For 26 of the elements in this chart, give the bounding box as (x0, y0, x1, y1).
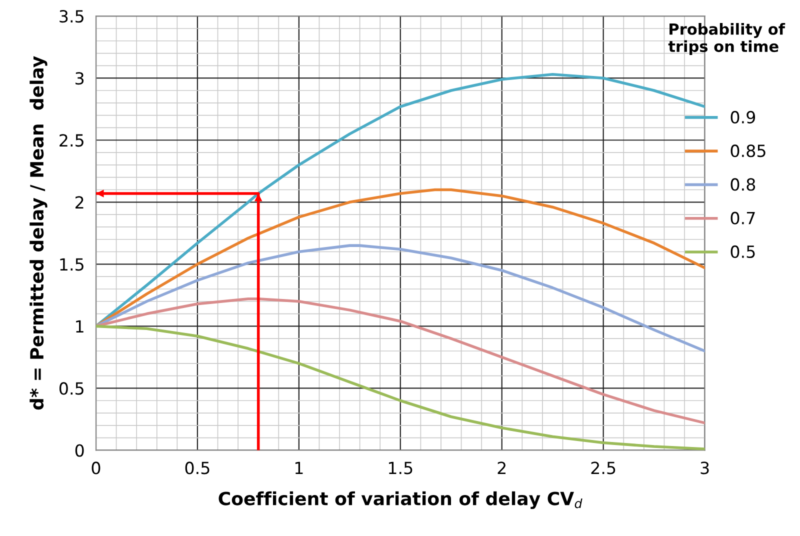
y-tick-label: 1 (76, 320, 84, 333)
y-tick-label: 3.5 (60, 10, 84, 23)
y-tick-label: 0 (75, 444, 84, 457)
y-tick-label: 2 (76, 196, 84, 208)
y-tick-label: 0.5 (59, 382, 84, 395)
x-tick-label: 2.5 (591, 462, 616, 474)
x-tick-label: 0 (92, 462, 100, 474)
legend-label: 0.9 (730, 110, 756, 124)
x-tick-label: 3 (700, 462, 709, 474)
x-tick-label: 1.5 (388, 462, 412, 474)
y-axis-title: d* = Permitted delay / Mean delay (30, 56, 48, 410)
line-series (96, 244, 705, 352)
y-tick-label: 2.5 (60, 134, 84, 147)
legend-title: Probability of trips on time (668, 23, 786, 56)
x-tick-label: 2 (498, 462, 506, 474)
line-series (96, 72, 705, 328)
x-tick-label: 0.5 (185, 462, 210, 474)
legend-label: 0.85 (730, 144, 766, 158)
legend-label: 0.8 (730, 178, 756, 191)
x-tick-label: 1 (295, 462, 303, 474)
y-tick-label: 1.5 (60, 258, 84, 271)
line-series (96, 298, 705, 424)
legend-label: 0.7 (730, 212, 755, 224)
y-tick-label: 3 (76, 72, 84, 85)
x-axis-title: Coefficient of variation of delay CV$_{d}$ (218, 491, 582, 509)
legend-label: 0.5 (730, 245, 755, 258)
